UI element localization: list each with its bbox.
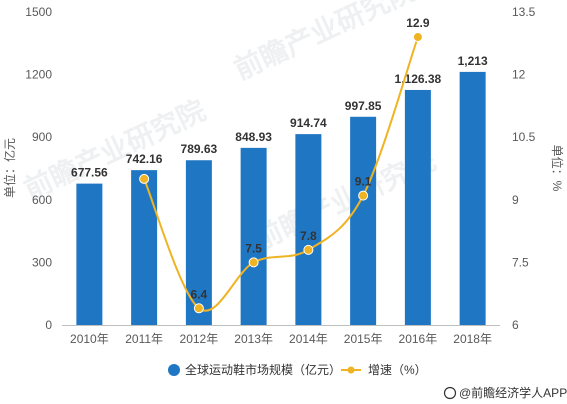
bar-value-label: 848.93 xyxy=(235,130,272,144)
bar-series xyxy=(76,71,486,326)
bar-value-label: 1,126.38 xyxy=(395,72,442,86)
bar-value-label: 789.63 xyxy=(181,142,218,156)
bar xyxy=(459,71,486,326)
growth-value-label: 7.8 xyxy=(300,229,317,243)
x-tick-label: 2011年 xyxy=(125,332,163,346)
growth-point xyxy=(139,173,150,184)
x-tick-label: 2015年 xyxy=(344,332,383,346)
left-tick-label: 600 xyxy=(32,193,52,207)
bar-data-labels: 677.56 742.16 789.63 848.93 914.74 997.85 1,12… xyxy=(71,54,488,180)
x-tick-label: 2010年 xyxy=(70,332,109,346)
legend-bar-label: 全球运动鞋市场规模（亿元） xyxy=(185,362,341,377)
left-tick-label: 1500 xyxy=(25,5,52,19)
bar xyxy=(131,170,158,325)
x-tick-label: 2016年 xyxy=(399,332,438,346)
bar-value-label: 997.85 xyxy=(345,99,382,113)
x-tick-label: 2018年 xyxy=(453,332,492,346)
source-credit: @前瞻经济学人APP xyxy=(443,385,567,400)
legend-line-marker xyxy=(347,366,355,374)
growth-value-label: 12.9 xyxy=(406,16,430,30)
bar-value-label: 914.74 xyxy=(290,116,327,130)
growth-point xyxy=(193,303,204,314)
right-tick-label: 7.5 xyxy=(512,255,529,269)
right-tick-label: 13.5 xyxy=(512,5,536,19)
growth-value-label: 6.4 xyxy=(191,287,208,301)
growth-line xyxy=(143,36,419,312)
left-axis-ticks: 0 300 600 900 1200 1500 xyxy=(25,5,52,332)
bar xyxy=(350,116,377,325)
x-tick-label: 2013年 xyxy=(234,332,273,346)
x-tick-label: 2012年 xyxy=(180,332,219,346)
growth-value-label: 7.5 xyxy=(245,241,262,255)
source-label: @前瞻经济学人APP xyxy=(459,385,567,400)
bar-value-label: 677.56 xyxy=(71,166,108,180)
bar xyxy=(295,134,322,325)
bar xyxy=(76,183,103,325)
growth-value-label: 9.1 xyxy=(355,175,372,189)
right-axis-title: 单位：% xyxy=(550,145,565,192)
left-tick-label: 1200 xyxy=(25,68,52,82)
left-axis-title: 单位：亿元 xyxy=(2,138,17,198)
right-tick-label: 6 xyxy=(512,318,519,332)
legend: 全球运动鞋市场规模（亿元） 增速（%） xyxy=(168,362,427,377)
growth-points xyxy=(139,32,423,314)
growth-point xyxy=(248,257,259,268)
left-tick-label: 900 xyxy=(32,130,52,144)
left-tick-label: 0 xyxy=(45,318,52,332)
growth-point xyxy=(358,190,369,201)
bar-value-label: 1,213 xyxy=(458,54,488,68)
right-axis-ticks: 6 7.5 9 10.5 12 13.5 xyxy=(512,5,536,332)
growth-data-labels: 6.4 7.5 7.8 9.1 12.9 xyxy=(191,16,430,301)
right-tick-label: 9 xyxy=(512,193,519,207)
x-axis-ticks: 2010年 2011年 2012年 2013年 2014年 2015年 2016年 2018年 xyxy=(70,332,492,346)
bar xyxy=(404,89,431,326)
legend-line-label: 增速（%） xyxy=(368,363,427,377)
bar-value-label: 742.16 xyxy=(126,152,163,166)
left-tick-label: 300 xyxy=(32,255,52,269)
growth-point xyxy=(303,244,314,255)
growth-point xyxy=(412,32,423,43)
legend-bar-swatch xyxy=(168,364,180,376)
bar xyxy=(240,147,267,325)
source-logo-icon xyxy=(443,386,457,400)
right-tick-label: 12 xyxy=(512,68,526,82)
right-tick-label: 10.5 xyxy=(512,130,536,144)
x-tick-label: 2014年 xyxy=(289,332,328,346)
watermark-text: 前瞻产业研究院 xyxy=(229,0,420,85)
